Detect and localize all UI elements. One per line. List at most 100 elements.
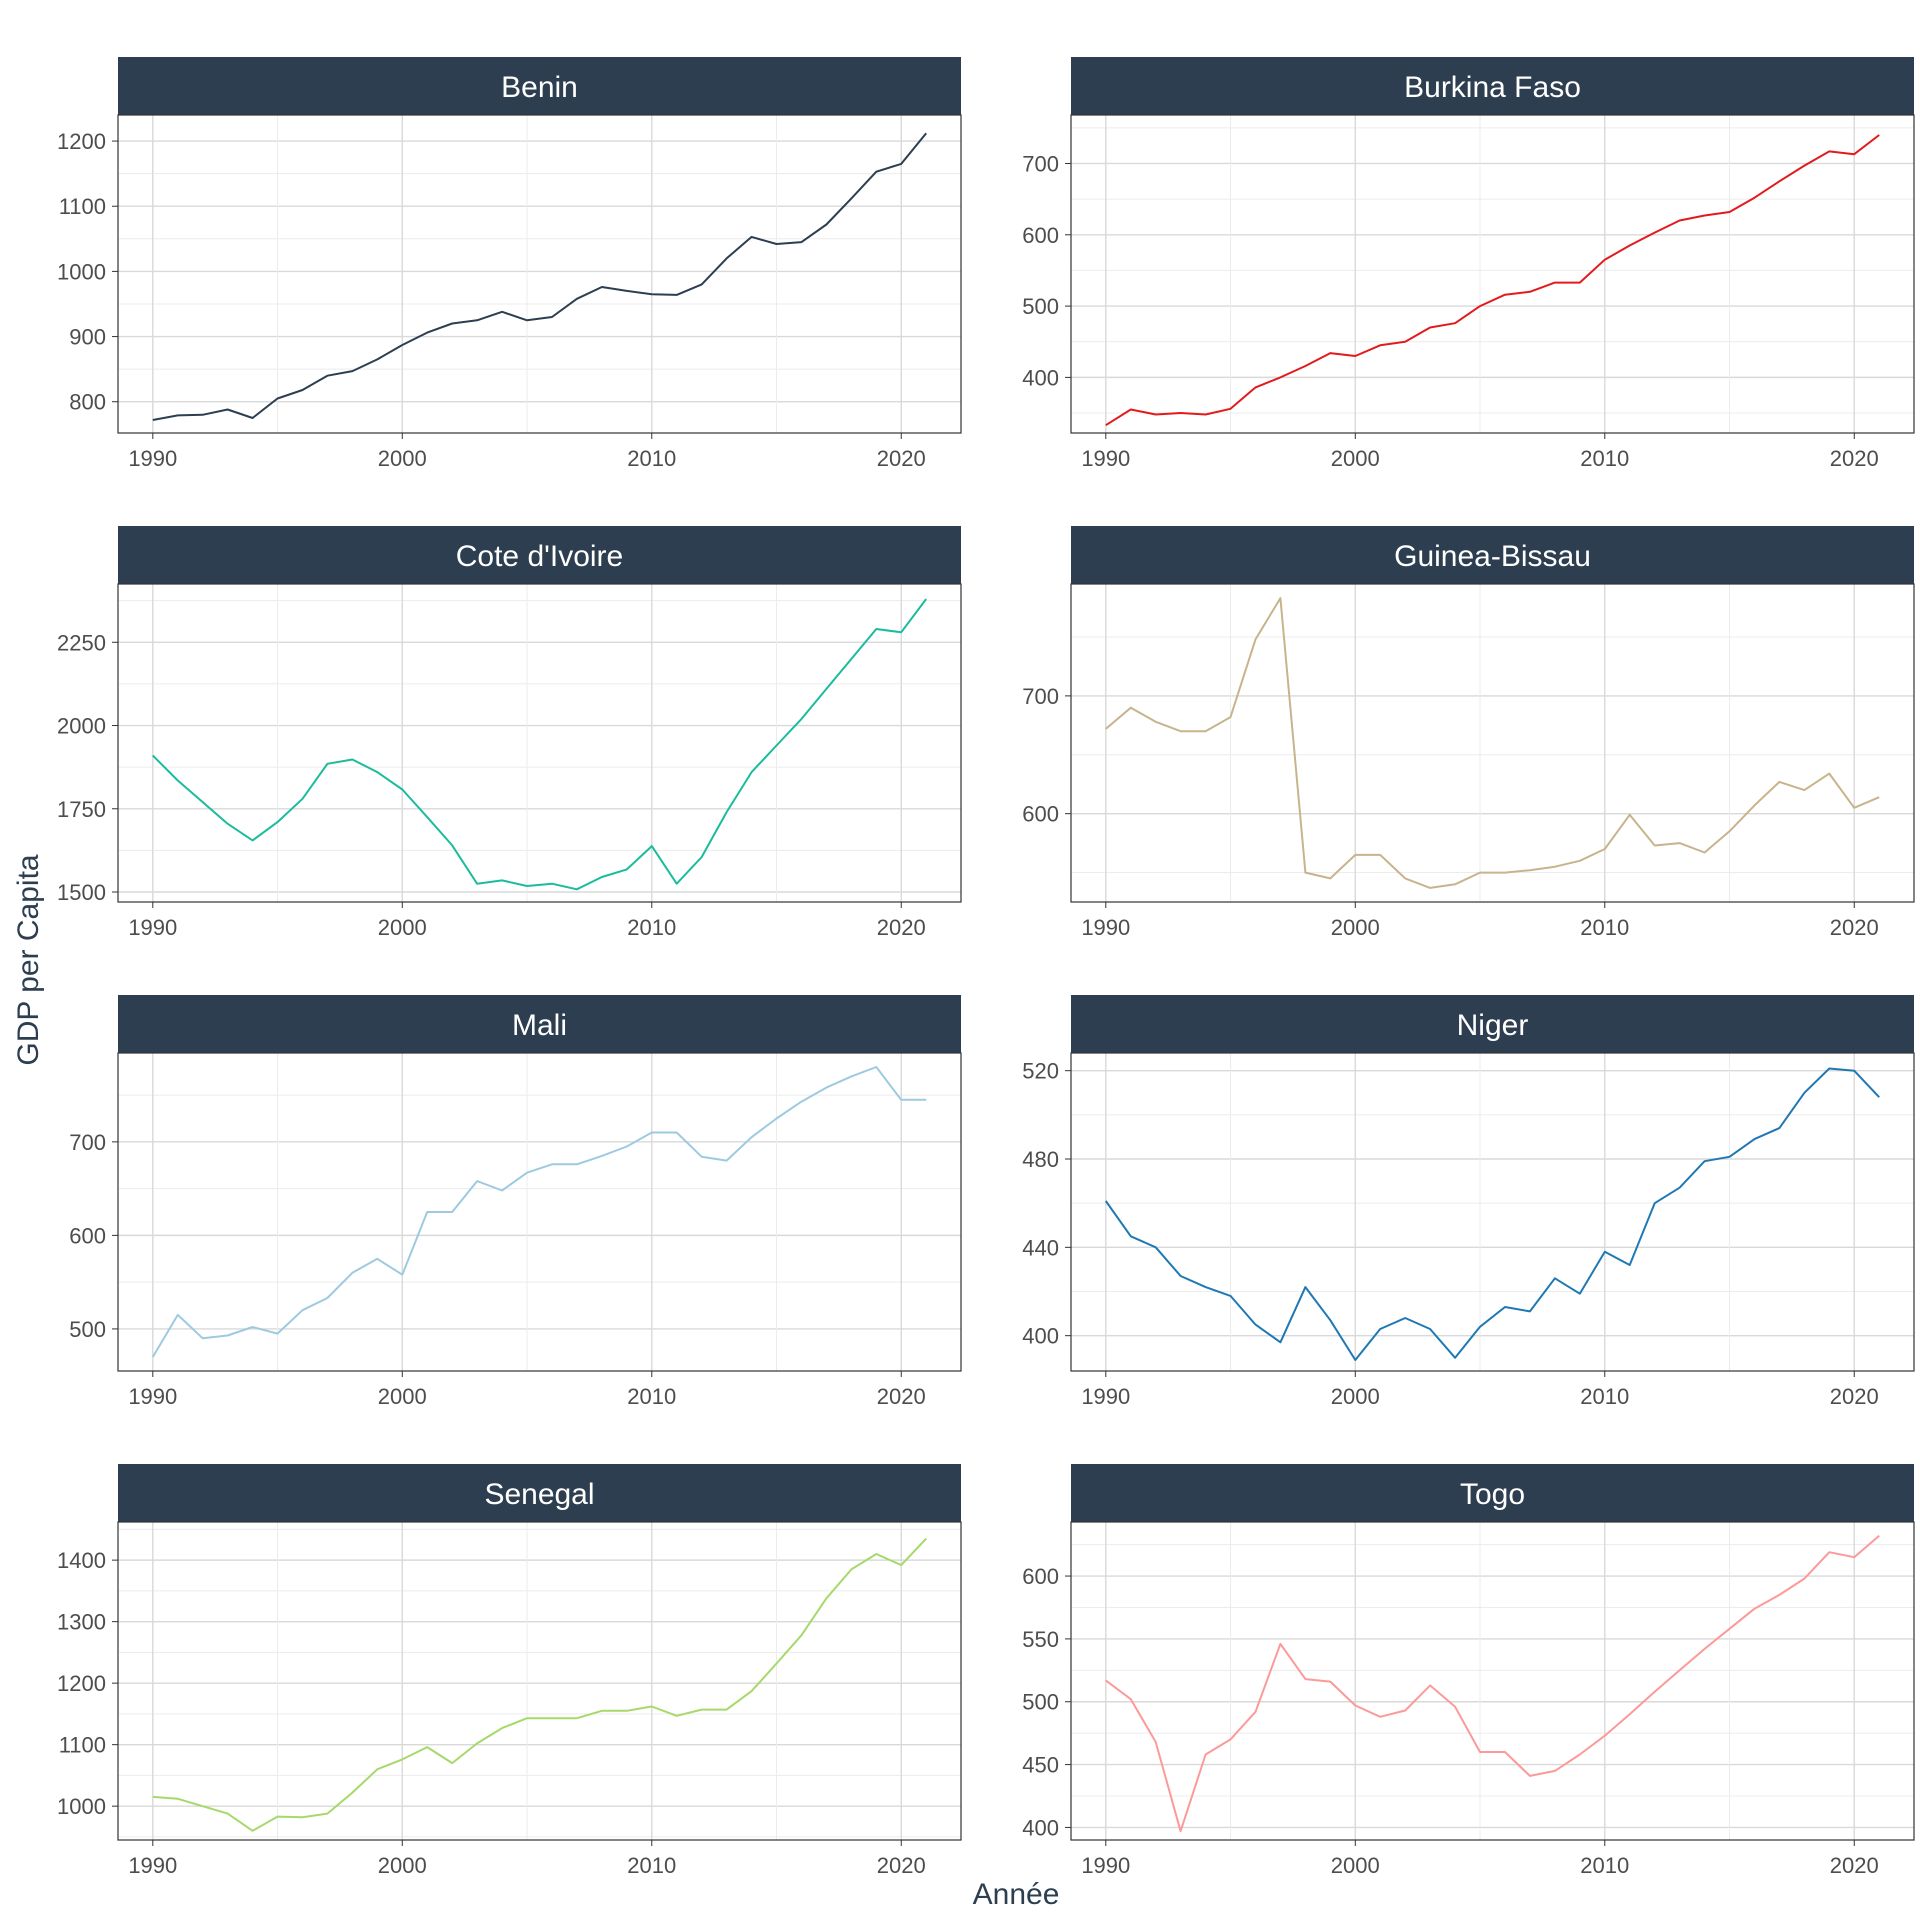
data-point-benin [700,282,704,286]
panel-border [1070,1052,1915,1372]
y-tick-label: 600 [69,1223,106,1248]
x-tick-label: 2000 [1331,1384,1380,1409]
data-point-niger [1703,1159,1707,1163]
data-point-mali [201,1336,205,1340]
data-point-burkina-faso [1428,325,1432,329]
data-point-benin [625,289,629,293]
data-point-burkina-faso [1278,375,1282,379]
data-point-mali [874,1065,878,1069]
y-tick-label: 1200 [57,129,106,154]
panel-burkina-faso: Burkina Faso 400 500 600 700 1990 2000 2010 2020 [1022,57,1915,471]
data-point-niger [1678,1186,1682,1190]
data-point-senegal [924,1537,928,1541]
strip-label-cote-d-ivoire: Cote d'Ivoire [456,540,623,573]
series-line-niger [1104,1067,1880,1361]
data-point-guinea-bissau [1553,865,1557,869]
strip-label-togo: Togo [1460,1478,1525,1511]
data-point-benin [750,235,754,239]
data-point-togo [1104,1678,1108,1682]
data-point-niger [1154,1245,1158,1249]
data-point-mali [899,1098,903,1102]
data-point-niger [1827,1066,1831,1070]
data-point-guinea-bissau [1877,795,1881,799]
data-point-benin [500,310,504,314]
data-point-mali [750,1135,754,1139]
data-point-niger [1278,1340,1282,1344]
y-tick-label: 700 [1022,151,1059,176]
panel-guinea-bissau: Guinea-Bissau 600 700 1990 2000 2010 2020 [1022,526,1915,940]
data-point-niger [1877,1095,1881,1099]
panel-border [117,583,962,903]
data-point-benin [899,162,903,166]
strip-togo [1071,1464,1914,1522]
data-point-togo [1253,1710,1257,1714]
x-tick-label: 2000 [1331,915,1380,940]
x-tick-label: 1990 [1081,446,1130,471]
y-tick-label: 800 [69,390,106,415]
data-point-cote-d-ivoire [750,770,754,774]
data-point-niger [1503,1305,1507,1309]
data-point-benin [375,357,379,361]
data-point-burkina-faso [1328,351,1332,355]
strip-label-mali: Mali [512,1009,567,1042]
data-point-senegal [525,1716,529,1720]
data-point-guinea-bissau [1528,868,1532,872]
data-point-senegal [375,1767,379,1771]
data-point-benin [874,170,878,174]
data-point-benin [400,343,404,347]
data-point-cote-d-ivoire [775,743,779,747]
data-point-niger [1777,1126,1781,1130]
data-point-mali [176,1313,180,1317]
data-point-togo [1603,1734,1607,1738]
x-tick-label: 2010 [627,446,676,471]
data-point-togo [1827,1550,1831,1554]
x-tick-label: 2010 [627,915,676,940]
x-tick-label: 1990 [1081,1384,1130,1409]
data-point-burkina-faso [1827,149,1831,153]
data-point-niger [1653,1201,1657,1205]
data-point-togo [1728,1627,1732,1631]
data-point-burkina-faso [1777,179,1781,183]
data-point-cote-d-ivoire [350,757,354,761]
data-point-senegal [450,1761,454,1765]
data-point-senegal [425,1745,429,1749]
y-tick-label: 600 [1022,223,1059,248]
data-point-guinea-bissau [1703,851,1707,855]
data-point-mali [226,1333,230,1337]
data-point-mali [350,1271,354,1275]
x-tick-label: 2010 [1580,1384,1629,1409]
data-point-burkina-faso [1353,354,1357,358]
panel-cote-d-ivoire: Cote d'Ivoire 1500 1750 2000 2250 1990 2000 201… [57,526,962,940]
data-point-cote-d-ivoire [575,887,579,891]
series-line-burkina-faso [1105,134,1880,427]
y-axis-title: GDP per Capita [12,854,45,1066]
x-tick-label: 1990 [128,446,177,471]
data-point-mali [700,1155,704,1159]
data-point-togo [1752,1607,1756,1611]
x-tick-label: 2020 [877,446,926,471]
data-point-benin [325,374,329,378]
data-point-cote-d-ivoire [600,875,604,879]
y-tick-label: 1200 [57,1671,106,1696]
data-point-senegal [475,1741,479,1745]
data-point-guinea-bissau [1303,871,1307,875]
data-point-senegal [750,1689,754,1693]
x-tick-label: 1990 [128,1384,177,1409]
data-point-burkina-faso [1403,340,1407,344]
strip-cote-d-ivoire [118,526,961,584]
data-point-cote-d-ivoire [874,627,878,631]
data-point-togo [1553,1769,1557,1773]
y-tick-label: 1100 [59,194,106,219]
data-point-senegal [675,1714,679,1718]
data-point-cote-d-ivoire [251,838,255,842]
data-point-senegal [600,1709,604,1713]
data-point-burkina-faso [1877,133,1881,137]
data-point-senegal [500,1726,504,1730]
strip-niger [1071,995,1914,1053]
data-point-cote-d-ivoire [276,820,280,824]
data-point-cote-d-ivoire [500,878,504,882]
x-tick-label: 2020 [1830,446,1879,471]
data-point-niger [1179,1274,1183,1278]
x-tick-label: 2020 [1830,1384,1879,1409]
